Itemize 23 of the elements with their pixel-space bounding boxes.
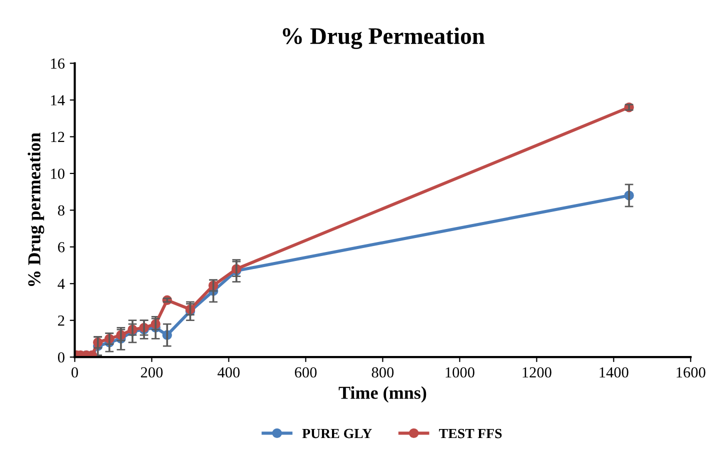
x-tick-label: 600 <box>294 367 317 378</box>
y-tick-label: 12 <box>51 132 64 142</box>
x-tick-label: 1600 <box>676 367 706 378</box>
y-tick-label: 16 <box>51 58 65 69</box>
y-tick-label: 4 <box>58 278 65 289</box>
y-tick-label: 10 <box>51 168 64 179</box>
x-tick-label: 800 <box>372 367 394 378</box>
x-tick-label: 400 <box>218 367 240 378</box>
y-tick-label: 8 <box>58 205 64 216</box>
x-tick-label: 0 <box>72 367 78 378</box>
x-axis-title: Time (mns) <box>338 386 426 403</box>
y-axis-title: % Drug permeation <box>28 132 44 286</box>
chart-title: % Drug Permeation <box>282 27 485 50</box>
x-tick-label: 1000 <box>446 367 474 378</box>
x-tick-label: 200 <box>140 367 163 378</box>
y-tick-label: 2 <box>58 316 64 326</box>
y-tick-label: 14 <box>51 95 65 106</box>
legend-label: TEST FFS <box>439 428 502 438</box>
legend-label: PURE GLY <box>302 428 372 438</box>
y-tick-label: 0 <box>58 352 64 363</box>
y-tick-label: 6 <box>58 242 65 252</box>
x-tick-label: 1200 <box>522 367 552 378</box>
x-tick-label: 1400 <box>600 367 628 378</box>
